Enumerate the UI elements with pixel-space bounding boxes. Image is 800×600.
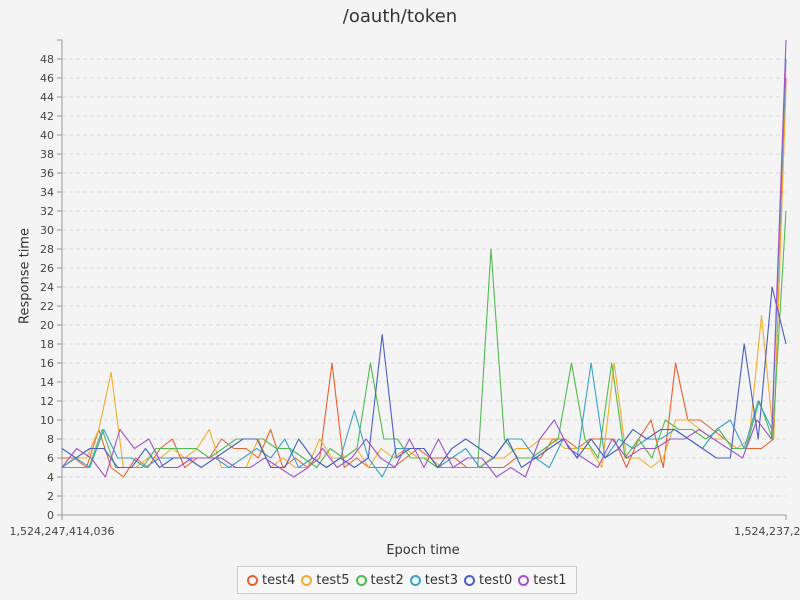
legend-item-test5[interactable]: test5 [301, 572, 350, 588]
series-lines [61, 39, 787, 478]
y-tick-label: 28 [40, 243, 54, 256]
legend-marker-icon [409, 574, 421, 586]
y-tick-label: 36 [40, 167, 54, 180]
y-tick-label: 26 [40, 262, 54, 275]
legend-marker-icon [355, 574, 367, 586]
y-tick-label: 20 [40, 319, 54, 332]
y-tick-label: 48 [40, 53, 54, 66]
y-tick-label: 30 [40, 224, 54, 237]
y-tick-label: 0 [47, 509, 54, 522]
legend-label: test2 [370, 572, 404, 588]
legend-label: test4 [262, 572, 296, 588]
series-line-test2 [62, 210, 787, 469]
legend-marker-icon [464, 574, 475, 586]
legend-marker-icon [301, 574, 313, 586]
y-tick-label: 32 [40, 205, 54, 218]
y-tick-label: 34 [40, 186, 54, 199]
y-tick-label: 12 [40, 395, 54, 408]
plot-area [62, 40, 786, 515]
y-tick-label: 8 [47, 433, 54, 446]
legend-marker-icon [518, 574, 530, 586]
legend-item-test2[interactable]: test2 [355, 572, 404, 588]
legend-item-test0[interactable]: test0 [464, 573, 512, 588]
y-tick-label: 14 [40, 376, 54, 389]
legend-label: test3 [424, 572, 458, 588]
series-line-test0 [61, 286, 787, 469]
legend-item-test4[interactable]: test4 [247, 573, 295, 588]
legend-label: test5 [316, 572, 350, 588]
y-tick-label: 22 [40, 300, 54, 313]
y-tick-label: 10 [40, 414, 54, 427]
legend-item-test1[interactable]: test1 [518, 572, 567, 588]
y-tick-label: 44 [40, 91, 54, 104]
x-tick-label: 1,524,247,414,036 [10, 525, 115, 538]
y-tick-label: 16 [40, 357, 54, 370]
y-tick-label: 42 [40, 110, 54, 123]
legend-item-test3[interactable]: test3 [409, 572, 458, 588]
grid-lines [62, 40, 786, 515]
series-line-test1 [61, 39, 787, 478]
y-tick-label: 4 [47, 471, 54, 484]
y-tick-label: 6 [47, 452, 54, 465]
legend: test4 test5 test2 test3 test0 test1 [237, 566, 577, 594]
chart-title: /oauth/token [342, 6, 458, 27]
y-tick-label: 46 [40, 72, 54, 85]
legend-label: test1 [533, 572, 567, 588]
y-tick-label: 18 [40, 338, 54, 351]
y-tick-label: 40 [40, 129, 54, 142]
x-axis-label: Epoch time [386, 543, 460, 558]
y-tick-label: 24 [40, 281, 54, 294]
legend-label: test0 [479, 572, 513, 588]
y-tick-label: 2 [47, 490, 54, 503]
x-tick-label: 1,524,237,2 [734, 525, 800, 538]
y-tick-label: 38 [40, 148, 54, 161]
axes: 0246810121416182022242628303234363840424… [10, 39, 800, 538]
legend-marker-icon [247, 574, 258, 586]
